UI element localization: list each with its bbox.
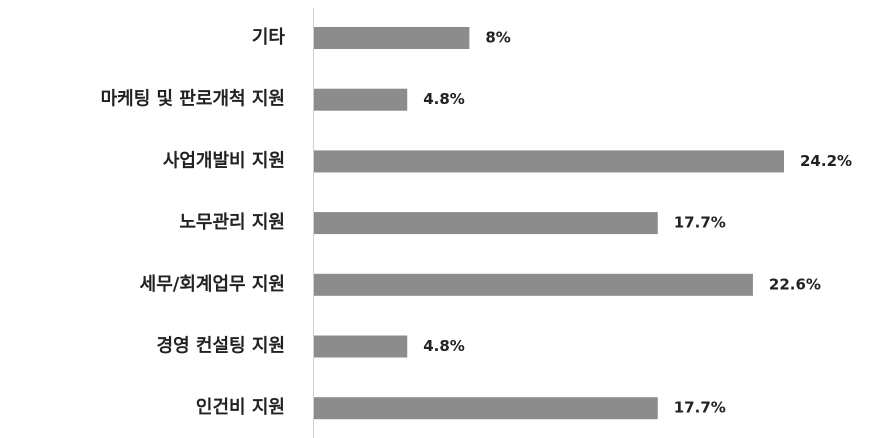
category-label: 사업개발비 지원 xyxy=(163,150,285,171)
bar xyxy=(314,335,408,358)
bar xyxy=(314,273,753,296)
bar xyxy=(314,88,408,111)
value-label: 24.2% xyxy=(800,152,852,170)
category-label: 마케팅 및 판로개척 지원 xyxy=(101,89,285,110)
bar xyxy=(314,150,784,173)
category-label: 경영 컨설팅 지원 xyxy=(157,336,285,357)
value-label: 17.7% xyxy=(674,399,726,417)
category-label: 인건비 지원 xyxy=(196,397,285,418)
bar xyxy=(314,27,470,49)
value-label: 4.8% xyxy=(423,337,465,355)
category-label: 세무/회계업무 지원 xyxy=(140,274,285,295)
category-label: 노무관리 지원 xyxy=(179,212,285,233)
bar xyxy=(314,397,658,420)
value-label: 22.6% xyxy=(769,275,821,293)
value-label: 17.7% xyxy=(674,214,726,232)
value-label: 4.8% xyxy=(423,90,465,108)
category-label: 기타 xyxy=(252,27,286,48)
value-label: 8% xyxy=(485,29,510,47)
bar xyxy=(314,212,658,235)
